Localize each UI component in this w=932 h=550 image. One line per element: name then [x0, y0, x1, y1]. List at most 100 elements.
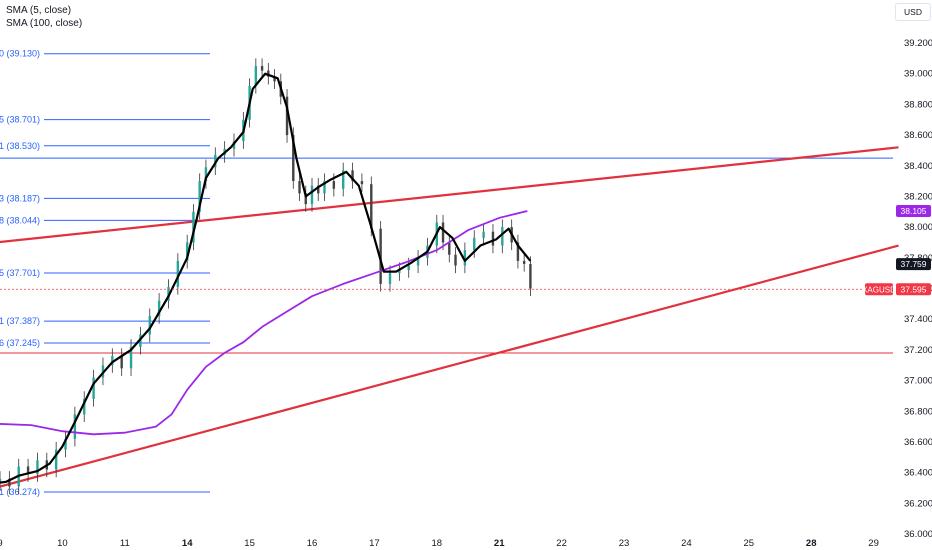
price-bar-body — [254, 66, 258, 86]
price-tag[interactable] — [896, 283, 931, 296]
time-tick-label: 18 — [432, 538, 443, 549]
price-bar-body — [204, 167, 208, 182]
price-bar-body — [310, 185, 314, 205]
price-tick-label: 36.400 — [904, 468, 932, 479]
price-tick-label: 36.800 — [904, 406, 932, 417]
price-bar-body — [482, 231, 485, 238]
price-tick-label: 38.000 — [904, 222, 932, 233]
time-tick-label: 11 — [120, 538, 130, 549]
price-bar-body — [522, 260, 526, 264]
price-tag-value: 37.759 — [901, 259, 927, 269]
price-bar-body — [198, 181, 201, 212]
price-bar-body — [501, 227, 504, 246]
price-bar-body — [516, 242, 520, 261]
time-tick-label: 22 — [556, 538, 567, 549]
symbol-tag[interactable] — [865, 283, 893, 296]
price-tag-value: 37.595 — [901, 284, 927, 294]
price-bar-body — [304, 193, 307, 205]
price-bar-body — [285, 96, 289, 136]
price-bar-body — [529, 263, 532, 289]
price-bar-body — [111, 356, 114, 366]
price-bar-body — [92, 377, 95, 399]
currency-selector[interactable]: USD — [895, 3, 931, 21]
fib-level-label: 0.38 (38.044) — [0, 215, 40, 225]
price-bar-body — [323, 181, 326, 194]
price-bar-body — [448, 242, 451, 255]
indicator-legend: SMA (5, close) SMA (100, close) — [6, 4, 82, 30]
price-bar-body — [64, 438, 67, 450]
trendline[interactable] — [0, 244, 899, 504]
time-axis: 9 10 11 14 15 16 17 18 21 22 23 24 25 28 29 — [0, 538, 879, 549]
price-bar-body — [186, 242, 189, 261]
price-tick-label: 37.400 — [904, 314, 932, 325]
price-bar-body — [491, 231, 495, 246]
price-tag[interactable] — [896, 205, 931, 218]
price-bar-body — [0, 478, 2, 484]
price-bar-body — [370, 184, 373, 229]
price-bar-body — [407, 265, 410, 271]
time-tick-label: 28 — [806, 538, 817, 549]
legend-sma-slow[interactable]: SMA (100, close) — [6, 18, 83, 29]
time-tick-label: 10 — [57, 538, 68, 549]
price-bar-body — [441, 222, 445, 243]
price-tag-value: 38.105 — [901, 206, 927, 216]
fib-level-label: 0.61 (37.387) — [0, 316, 40, 326]
price-tick-label: 37.200 — [904, 345, 932, 356]
fib-level-label: 0.33 (38.187) — [0, 193, 40, 203]
time-tick-label: 29 — [868, 538, 879, 549]
price-bar-body — [332, 181, 336, 189]
price-bar-body — [398, 270, 401, 274]
price-bar-body — [317, 185, 320, 194]
price-tag[interactable] — [896, 258, 931, 271]
time-tick-label: 23 — [619, 538, 630, 549]
time-tick-label: 21 — [494, 538, 505, 549]
fib-level-label: 0.15 (38.701) — [0, 115, 40, 125]
price-bar-body — [463, 250, 467, 266]
price-bar-body — [36, 460, 39, 475]
price-bar-body — [473, 237, 476, 251]
price-tick-label: 37.000 — [904, 376, 932, 387]
price-tick-label: 38.400 — [904, 161, 932, 172]
time-tick-label: 17 — [369, 538, 380, 549]
fib-level-label: 0 (39.130) — [0, 49, 40, 59]
price-bars — [0, 58, 532, 495]
price-bar-body — [454, 254, 457, 266]
price-bar-body — [129, 346, 133, 369]
price-tick-label: 38.600 — [904, 130, 932, 141]
fib-level-label: 1 (36.274) — [0, 487, 40, 497]
fib-level-label: 0.5 (37.701) — [0, 268, 40, 278]
time-tick-label: 15 — [244, 538, 255, 549]
price-bar-body — [8, 478, 11, 487]
price-bar-body — [157, 300, 161, 317]
legend-sma-fast[interactable]: SMA (5, close) — [6, 5, 72, 16]
price-bar-body — [260, 66, 264, 71]
sma-5-line — [0, 72, 532, 484]
price-bar-body — [416, 257, 420, 266]
price-bar-body — [148, 316, 151, 335]
price-tags: 38.105 37.759 XAGUSD 37.595 — [0, 205, 931, 296]
price-bar-body — [83, 398, 86, 415]
price-bar-body — [176, 260, 180, 287]
time-tick-label: 25 — [744, 538, 755, 549]
price-bar-body — [73, 414, 77, 439]
time-tick-label: 16 — [307, 538, 318, 549]
price-tick-label: 39.200 — [904, 38, 932, 49]
price-bar-body — [298, 181, 301, 194]
fib-level-label: 0.21 (38.530) — [0, 141, 40, 151]
fib-level-label: 0.66 (37.245) — [0, 338, 40, 348]
sma-5-path[interactable] — [0, 72, 532, 484]
price-bar-body — [273, 76, 276, 82]
price-bar-body — [54, 449, 58, 470]
price-tick-label: 38.200 — [904, 191, 932, 202]
price-bar-body — [120, 356, 123, 369]
price-tick-label: 36.600 — [904, 437, 932, 448]
time-tick-label: 9 — [0, 538, 3, 549]
trendline[interactable] — [0, 146, 899, 248]
price-tick-label: 38.800 — [904, 99, 932, 110]
price-bar-body — [342, 170, 345, 189]
price-tick-label: 36.200 — [904, 498, 932, 509]
price-bar-body — [388, 273, 392, 284]
price-tick-label: 36.000 — [904, 529, 932, 540]
price-bar-body — [351, 170, 354, 182]
